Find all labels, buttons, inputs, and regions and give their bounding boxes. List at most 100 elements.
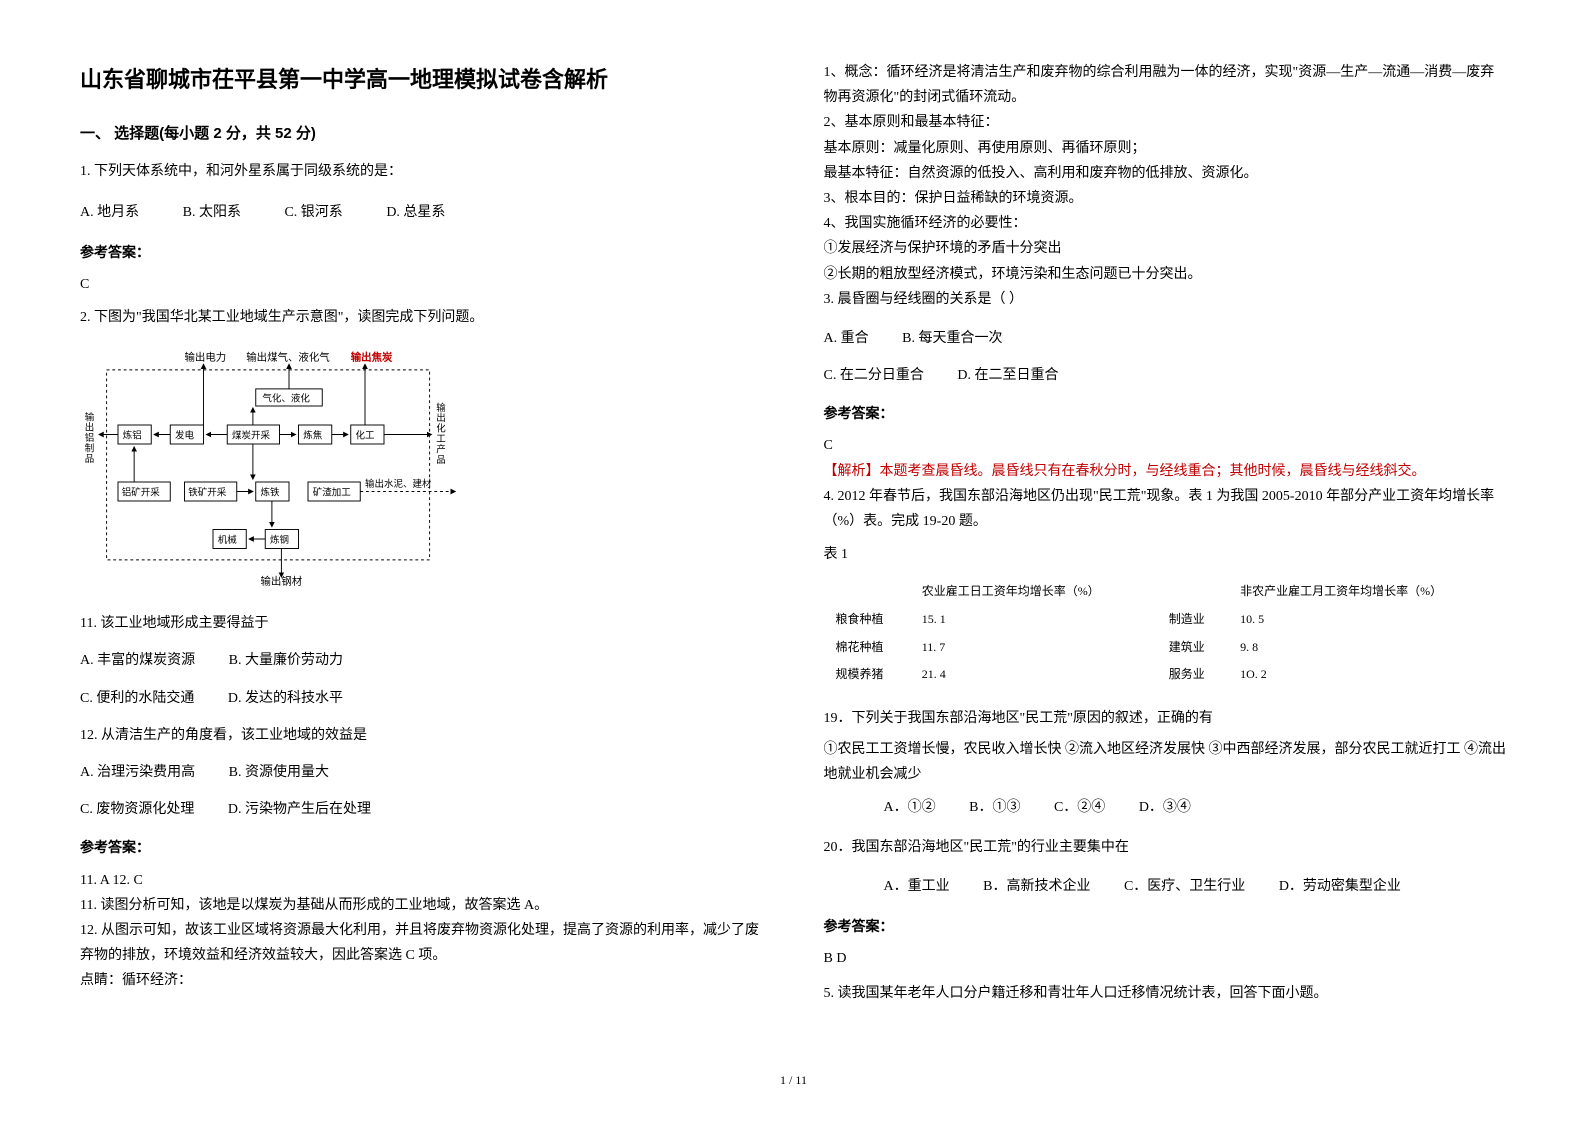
svg-text:铁矿开采: 铁矿开采 — [188, 486, 227, 498]
table-row: 规模养猪 21. 4 服务业 1O. 2 — [826, 662, 1506, 688]
th: 非农产业雇工月工资年均增长率（%） — [1230, 579, 1505, 605]
para: 3、根本目的：保护日益稀缺的环境资源。 — [824, 186, 1508, 211]
opt: D．③④ — [1139, 800, 1191, 815]
q1-opt-c: C. 银河系 — [284, 200, 342, 225]
svg-text:炼钢: 炼钢 — [270, 533, 289, 545]
answer-label: 参考答案： — [80, 241, 764, 266]
q4-answer: B D — [824, 946, 1508, 971]
svg-text:机械: 机械 — [218, 533, 238, 545]
opt: C. 在二分日重合 — [824, 363, 924, 388]
question-5: 5. 读我国某年老年人口分户籍迁移和青壮年人口迁移情况统计表，回答下面小题。 — [824, 981, 1508, 1006]
opt: A. 治理污染费用高 — [80, 760, 195, 785]
svg-text:化工: 化工 — [356, 429, 376, 441]
node-label: 气化、液化 — [262, 392, 310, 404]
opt: B．①③ — [969, 800, 1020, 815]
page-number: 1 / 11 — [780, 1070, 807, 1092]
table-row: 粮食种植 15. 1 制造业 10. 5 — [826, 607, 1506, 633]
flowchart-diagram: 输出电力 输出煤气、液化气 输出焦炭 气化、液化 炼铝 发电 煤炭开采 炼焦 化… — [80, 349, 460, 596]
cell: 建筑业 — [1159, 635, 1228, 661]
para: ①发展经济与保护环境的矛盾十分突出 — [824, 236, 1508, 261]
q2-exp1: 11. 读图分析可知，该地是以煤炭为基础从而形成的工业地域，故答案选 A。 — [80, 893, 764, 918]
opt: C．②④ — [1054, 800, 1105, 815]
opt: B. 大量廉价劳动力 — [229, 648, 343, 673]
q12-opts-row2: C. 废物资源化处理 D. 污染物产生后在处理 — [80, 797, 764, 822]
question-1: 1. 下列天体系统中，和河外星系属于同级系统的是： — [80, 159, 764, 184]
q20-options: A．重工业 B．高新技术企业 C．医疗、卫生行业 D．劳动密集型企业 — [824, 874, 1508, 899]
right-column: 1、概念：循环经济是将清洁生产和废弃物的综合利用融为一体的经济，实现"资源—生产… — [824, 60, 1508, 1062]
opt: C. 便利的水陆交通 — [80, 686, 194, 711]
q2-answer: 11. A 12. C — [80, 868, 764, 893]
table-header-row: 农业雇工日工资年均增长率（%） 非农产业雇工月工资年均增长率（%） — [826, 579, 1506, 605]
svg-text:炼铝: 炼铝 — [123, 429, 142, 441]
q19-statements: ①农民工工资增长慢，农民收入增长快 ②流入地区经济发展快 ③中西部经济发展，部分… — [824, 737, 1508, 787]
q1-options: A. 地月系 B. 太阳系 C. 银河系 D. 总星系 — [80, 200, 764, 225]
opt: D. 发达的科技水平 — [228, 686, 343, 711]
th: 农业雇工日工资年均增长率（%） — [912, 579, 1157, 605]
question-4: 4. 2012 年春节后，我国东部沿海地区仍出现"民工荒"现象。表 1 为我国 … — [824, 484, 1508, 534]
document-title: 山东省聊城市茌平县第一中学高一地理模拟试卷含解析 — [80, 60, 764, 100]
svg-text:输出钢材: 输出钢材 — [261, 574, 303, 586]
opt: A．重工业 — [884, 879, 950, 894]
table-caption: 表 1 — [824, 542, 1508, 567]
opt: C. 废物资源化处理 — [80, 797, 194, 822]
question-11: 11. 该工业地域形成主要得益于 — [80, 611, 764, 636]
q3-opts-row2: C. 在二分日重合 D. 在二至日重合 — [824, 363, 1508, 388]
para: ②长期的粗放型经济模式，环境污染和生态问题已十分突出。 — [824, 262, 1508, 287]
cell: 1O. 2 — [1230, 662, 1505, 688]
question-2: 2. 下图为"我国华北某工业地域生产示意图"，读图完成下列问题。 — [80, 305, 764, 330]
svg-text:炼铁: 炼铁 — [261, 486, 281, 498]
cell: 服务业 — [1159, 662, 1228, 688]
cell: 规模养猪 — [826, 662, 910, 688]
svg-text:炼焦: 炼焦 — [303, 429, 323, 441]
opt: D．劳动密集型企业 — [1279, 879, 1401, 894]
q1-opt-a: A. 地月系 — [80, 200, 139, 225]
cell: 制造业 — [1159, 607, 1228, 633]
side-label: 输出化工产品 — [436, 401, 446, 465]
para: 2、基本原则和最基本特征： — [824, 110, 1508, 135]
opt: B．高新技术企业 — [983, 879, 1090, 894]
cell: 11. 7 — [912, 635, 1157, 661]
q1-opt-d: D. 总星系 — [386, 200, 445, 225]
para: 1、概念：循环经济是将清洁生产和废弃物的综合利用融为一体的经济，实现"资源—生产… — [824, 60, 1508, 110]
table-row: 棉花种植 11. 7 建筑业 9. 8 — [826, 635, 1506, 661]
answer-label: 参考答案： — [824, 915, 1508, 940]
cell: 21. 4 — [912, 662, 1157, 688]
svg-text:煤炭开采: 煤炭开采 — [232, 429, 271, 441]
opt: B. 资源使用量大 — [229, 760, 329, 785]
q1-answer: C — [80, 272, 764, 297]
para: 基本原则：减量化原则、再使用原则、再循环原则； — [824, 136, 1508, 161]
opt: A．①② — [884, 800, 936, 815]
cell: 10. 5 — [1230, 607, 1505, 633]
answer-label: 参考答案： — [80, 836, 764, 861]
opt: A. 重合 — [824, 326, 869, 351]
svg-text:发电: 发电 — [175, 429, 195, 441]
opt: D. 污染物产生后在处理 — [228, 797, 371, 822]
diagram-label: 输出煤气、液化气 — [246, 350, 330, 363]
para: 4、我国实施循环经济的必要性： — [824, 211, 1508, 236]
wage-table: 农业雇工日工资年均增长率（%） 非农产业雇工月工资年均增长率（%） 粮食种植 1… — [824, 577, 1508, 689]
side-label: 输出铝制品 — [85, 411, 95, 465]
question-19: 19．下列关于我国东部沿海地区"民工荒"原因的叙述，正确的有 — [824, 706, 1508, 731]
cell: 粮食种植 — [826, 607, 910, 633]
q11-opts-row2: C. 便利的水陆交通 D. 发达的科技水平 — [80, 686, 764, 711]
question-3: 3. 晨昏圈与经线圈的关系是（ ） — [824, 287, 1508, 312]
q2-exp3: 点睛：循环经济： — [80, 968, 764, 993]
q12-opts-row1: A. 治理污染费用高 B. 资源使用量大 — [80, 760, 764, 785]
q1-opt-b: B. 太阳系 — [183, 200, 241, 225]
q2-exp2: 12. 从图示可知，故该工业区域将资源最大化利用，并且将废弃物资源化处理，提高了… — [80, 918, 764, 968]
opt: D. 在二至日重合 — [957, 363, 1058, 388]
answer-label: 参考答案： — [824, 402, 1508, 427]
diagram-label: 输出电力 — [185, 350, 227, 363]
svg-text:铝矿开采: 铝矿开采 — [122, 486, 161, 498]
opt: A. 丰富的煤炭资源 — [80, 648, 195, 673]
cell: 9. 8 — [1230, 635, 1505, 661]
left-column: 山东省聊城市茌平县第一中学高一地理模拟试卷含解析 一、 选择题(每小题 2 分，… — [80, 60, 764, 1062]
q11-opts-row1: A. 丰富的煤炭资源 B. 大量廉价劳动力 — [80, 648, 764, 673]
diagram-label: 输出焦炭 — [351, 350, 393, 363]
opt: C．医疗、卫生行业 — [1124, 879, 1245, 894]
para: 最基本特征：自然资源的低投入、高利用和废弃物的低排放、资源化。 — [824, 161, 1508, 186]
svg-text:输出水泥、建材: 输出水泥、建材 — [365, 477, 432, 489]
cell: 棉花种植 — [826, 635, 910, 661]
question-20: 20．我国东部沿海地区"民工荒"的行业主要集中在 — [824, 835, 1508, 860]
section-heading: 一、 选择题(每小题 2 分，共 52 分) — [80, 120, 764, 147]
